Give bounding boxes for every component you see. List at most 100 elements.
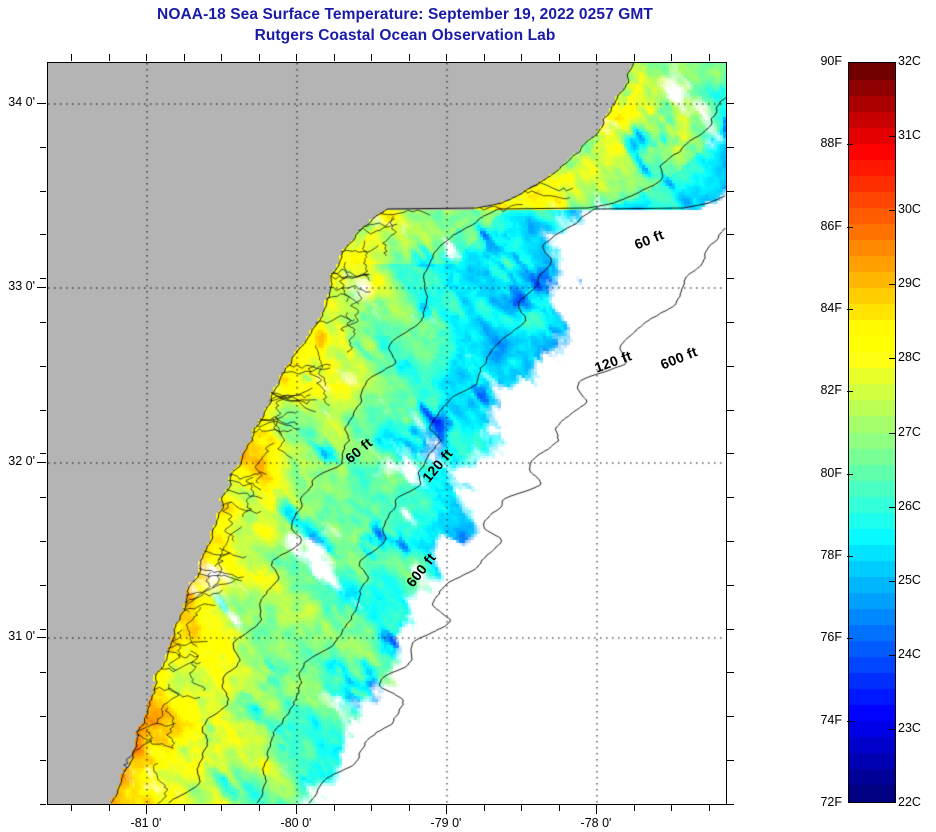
y-axis-minor-tick [40,366,46,368]
y-axis-right-tick [727,760,734,762]
y-axis-right-tick [727,716,734,718]
colorbar-tick-celsius [889,136,895,138]
colorbar-label-fahrenheit: 74F [820,712,842,727]
x-axis-label: -81 0' [130,816,162,830]
x-axis-label: -80 0' [280,816,312,830]
colorbar-tick-celsius [889,210,895,212]
y-axis-right-tick [727,234,734,236]
colorbar-tick-fahrenheit [847,227,853,229]
colorbar-label-celsius: 30C [898,202,921,217]
x-axis-minor-tick [484,805,486,811]
y-axis-right-tick [727,804,734,806]
y-axis-minor-tick [40,760,46,762]
colorbar-label-celsius: 28C [898,350,921,365]
x-axis-minor-tick [221,805,223,811]
y-axis-major-tick [37,287,46,289]
colorbar-tick-celsius [889,729,895,731]
colorbar-label-celsius: 32C [898,54,921,68]
colorbar-tick-fahrenheit [847,391,853,393]
y-axis-minor-tick [40,191,46,193]
y-axis-right-tick [727,366,734,368]
colorbar-label-celsius: 26C [898,498,921,513]
x-axis-top-tick [184,54,186,61]
colorbar-label-celsius: 22C [898,795,921,809]
colorbar-label-celsius: 29C [898,276,921,291]
x-axis-top-tick [709,54,711,61]
x-axis-top-tick [596,54,598,61]
y-axis-right-tick [727,453,734,455]
x-axis-minor-tick [334,805,336,811]
x-axis-minor-tick [71,805,73,811]
x-axis-major-tick [446,805,448,814]
x-axis-top-tick [446,54,448,61]
y-axis-minor-tick [40,585,46,587]
x-axis-top-tick [521,54,523,61]
x-axis-top-tick [671,54,673,61]
colorbar-tick-celsius [889,433,895,435]
colorbar-label-celsius: 27C [898,424,921,439]
y-axis-right-tick [727,410,734,412]
y-axis-major-tick [37,637,46,639]
x-axis-major-tick [146,805,148,814]
colorbar-label-celsius: 24C [898,646,921,661]
x-axis-top-tick [71,54,73,61]
colorbar-label-celsius: 31C [898,128,921,143]
y-axis-right-tick [727,497,734,499]
colorbar-tick-fahrenheit [847,474,853,476]
y-axis-right-tick [727,585,734,587]
y-axis-minor-tick [40,234,46,236]
colorbar-canvas [849,63,895,802]
x-axis-top-tick [146,54,148,61]
colorbar-label-fahrenheit: 78F [820,548,842,562]
y-axis-minor-tick [40,541,46,543]
colorbar-tick-fahrenheit [847,638,853,640]
title-line-1: NOAA-18 Sea Surface Temperature: Septemb… [157,6,653,23]
y-axis-right-tick [727,672,734,674]
x-axis-minor-tick [259,805,261,811]
colorbar-label-fahrenheit: 84F [820,301,842,315]
x-axis-minor-tick [371,805,373,811]
colorbar-tick-fahrenheit [847,556,853,558]
y-axis-minor-tick [40,629,46,631]
colorbar-tick-fahrenheit [847,721,853,723]
x-axis-top-tick [334,54,336,61]
chart-title: NOAA-18 Sea Surface Temperature: Septemb… [0,4,810,46]
x-axis-minor-tick [709,805,711,811]
y-axis-minor-tick [40,410,46,412]
colorbar-label-fahrenheit: 88F [820,136,842,151]
sst-map-plot-area [47,62,727,805]
x-axis-top-tick [634,54,636,61]
colorbar-gradient [848,62,896,803]
colorbar-label-fahrenheit: 72F [820,795,842,809]
colorbar-tick-celsius [889,284,895,286]
x-axis-minor-tick [184,805,186,811]
x-axis-label: -78 0' [580,816,612,830]
y-axis-minor-tick [40,804,46,806]
colorbar-tick-fahrenheit [847,144,853,146]
y-axis-minor-tick [40,147,46,149]
y-axis-right-tick [727,103,734,105]
x-axis-top-tick [259,54,261,61]
colorbar-label-fahrenheit: 80F [820,465,842,480]
colorbar-tick-celsius [889,358,895,360]
x-axis-minor-tick [634,805,636,811]
x-axis-label: -79 0' [430,816,462,830]
y-axis-label: 34 0' [8,95,35,109]
x-axis-major-tick [596,805,598,814]
x-axis-major-tick [296,805,298,814]
colorbar-tick-celsius [889,507,895,509]
colorbar-label-fahrenheit: 82F [820,383,842,398]
y-axis-right-tick [727,191,734,193]
y-axis-minor-tick [40,278,46,280]
y-axis-minor-tick [40,453,46,455]
temperature-colorbar [848,62,896,803]
colorbar-label-celsius: 25C [898,572,921,587]
y-axis-label: 32 0' [8,454,35,468]
y-axis-right-tick [727,541,734,543]
x-axis-minor-tick [409,805,411,811]
y-axis-minor-tick [40,716,46,718]
y-axis-right-tick [727,147,734,149]
colorbar-label-fahrenheit: 76F [820,630,842,645]
x-axis-top-tick [221,54,223,61]
y-axis-minor-tick [40,322,46,324]
